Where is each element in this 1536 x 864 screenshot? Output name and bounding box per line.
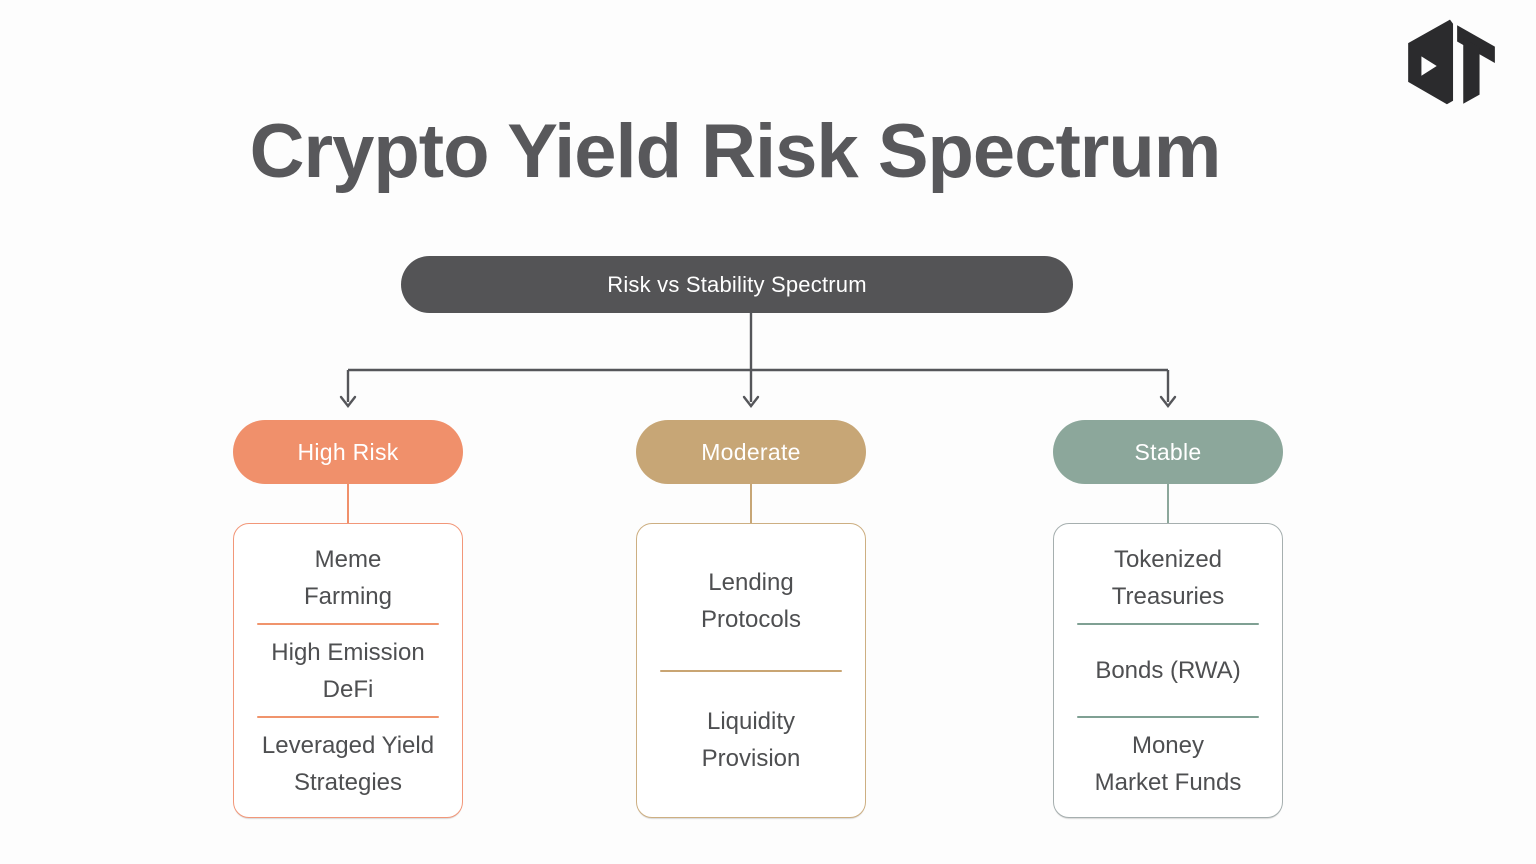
list-item: Money Market Funds: [1062, 720, 1274, 807]
pill-moderate-label: Moderate: [701, 438, 801, 465]
root-node: Risk vs Stability Spectrum: [401, 256, 1073, 313]
hexagon-ct-logo-icon: [1408, 19, 1495, 105]
list-item: Liquidity Provision: [645, 674, 857, 808]
logo-c-shape: [1408, 19, 1454, 105]
list-item: Leveraged Yield Strategies: [242, 720, 454, 807]
item-line: Market Funds: [1094, 768, 1242, 796]
item-line: Liquidity: [706, 708, 796, 736]
list-item: High Emission DeFi: [242, 627, 454, 714]
pill-high-risk: High Risk: [233, 420, 463, 484]
pill-stable: Stable: [1053, 420, 1283, 484]
item-line: Bonds (RWA): [1095, 657, 1241, 684]
divider: [257, 623, 439, 625]
arrowhead-center-icon: [742, 395, 760, 408]
item-line: Treasuries: [1111, 582, 1225, 610]
divider: [257, 716, 439, 718]
item-line: Leveraged Yield: [261, 731, 435, 759]
item-line: Tokenized: [1113, 545, 1223, 573]
box-stable: Tokenized Treasuries Bonds (RWA) Money M…: [1053, 523, 1283, 818]
list-item: Tokenized Treasuries: [1062, 534, 1274, 621]
item-line: Protocols: [700, 605, 802, 633]
item-line: Lending: [708, 568, 794, 596]
arrowhead-left-icon: [339, 395, 357, 408]
divider: [1077, 716, 1259, 718]
item-line: Strategies: [293, 768, 403, 796]
pill-stable-label: Stable: [1134, 438, 1202, 465]
pill-high-risk-label: High Risk: [297, 438, 399, 465]
logo-t-bar: [1457, 25, 1495, 63]
box-moderate: Lending Protocols Liquidity Provision: [636, 523, 866, 818]
list-item: Meme Farming: [242, 534, 454, 621]
item-line: High Emission: [271, 638, 425, 666]
list-item: Bonds (RWA): [1062, 627, 1274, 714]
arrowhead-right-icon: [1159, 395, 1177, 408]
list-item: Lending Protocols: [645, 534, 857, 668]
item-line: Provision: [701, 745, 801, 773]
divider: [1077, 623, 1259, 625]
root-node-label: Risk vs Stability Spectrum: [607, 271, 867, 297]
page-title: Crypto Yield Risk Spectrum: [249, 109, 1222, 194]
item-line: Money: [1131, 731, 1205, 759]
pill-moderate: Moderate: [636, 420, 866, 484]
box-high-risk: Meme Farming High Emission DeFi Leverage…: [233, 523, 463, 818]
logo-t-stem: [1463, 37, 1480, 104]
item-line: Meme: [314, 545, 382, 573]
divider: [660, 669, 842, 672]
item-line: Farming: [303, 582, 393, 610]
item-line: DeFi: [322, 675, 374, 703]
